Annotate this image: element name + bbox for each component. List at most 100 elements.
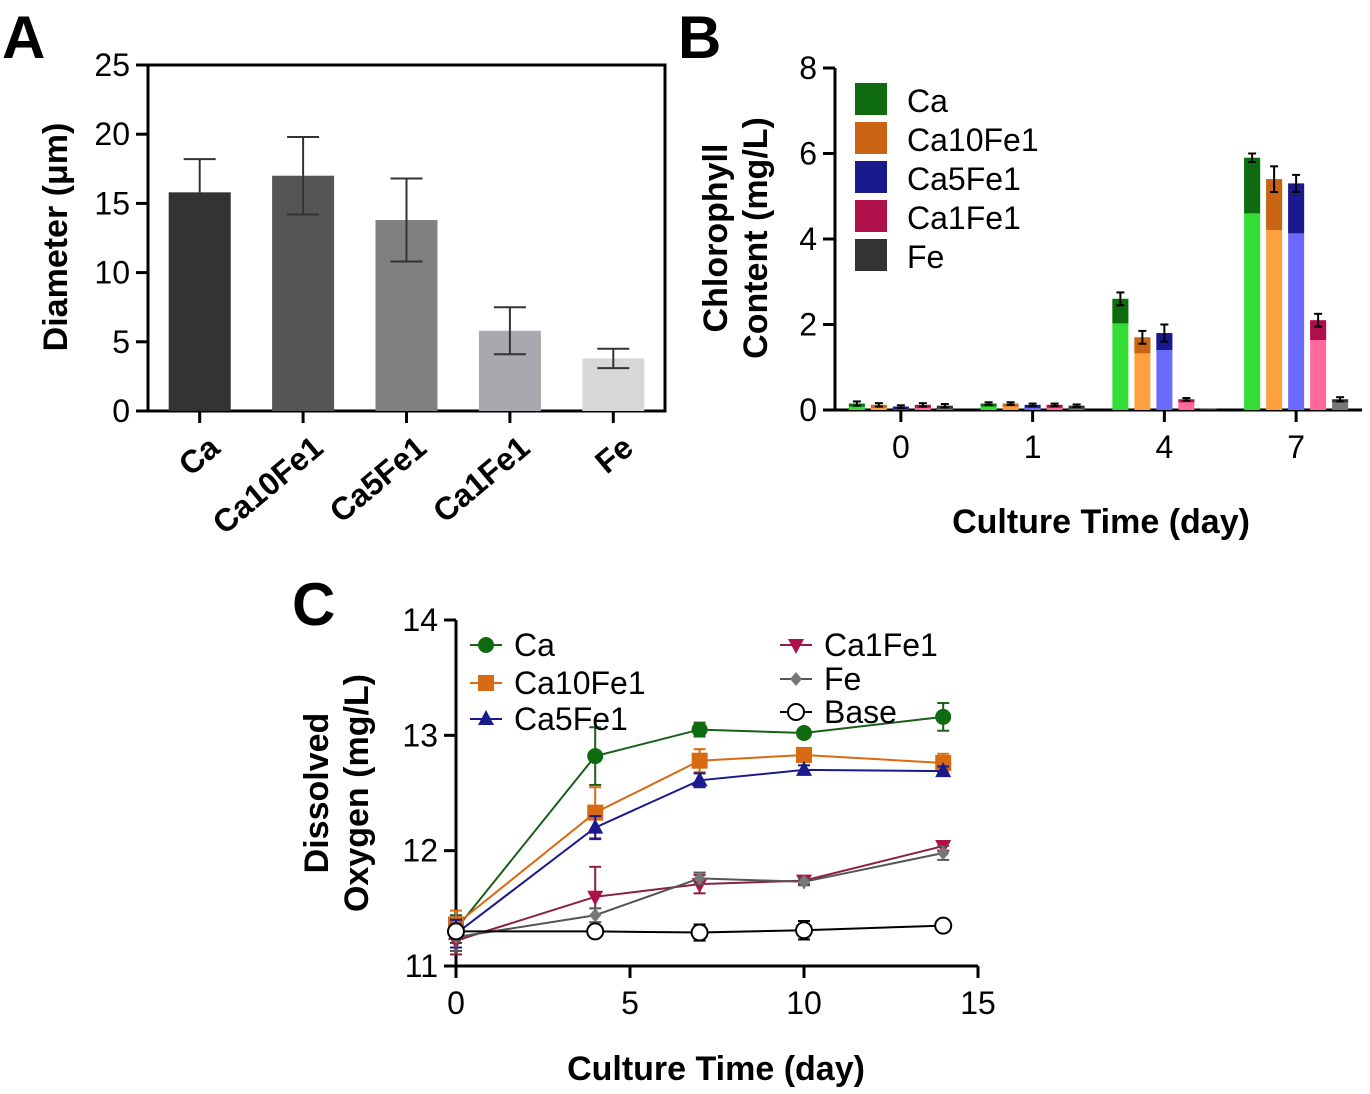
panel-b-y-tick-label: 8: [799, 50, 817, 86]
panel-b-y-axis-label-line1: Chlorophyll: [697, 144, 735, 333]
panel-b-x-tick-label: 0: [892, 429, 910, 465]
panel-b-bar: [1112, 298, 1129, 410]
panel-b-x-tick-label: 4: [1155, 429, 1173, 465]
panel-c-y-axis-label-line2: Oxygen (mg/L): [338, 674, 376, 912]
panel-b-bar: [1244, 157, 1261, 410]
panel-b-y-tick-label: 0: [799, 392, 817, 428]
panel-c-data-point: [798, 874, 810, 889]
panel-b-x-axis-label: Culture Time (day): [952, 503, 1250, 541]
panel-c-data-point: [796, 760, 812, 776]
panel-b-bar: [1288, 183, 1305, 410]
panel-b-bar: [1156, 333, 1173, 410]
panel-a-x-tick-label: Fe: [588, 429, 640, 481]
panel-c-x-tick-label: 0: [447, 985, 465, 1021]
panel-c-x-axis-label: Culture Time (day): [567, 1050, 865, 1088]
panel-c-data-point: [937, 845, 950, 860]
panel-b-y-tick-label: 2: [799, 307, 817, 343]
panel-c-data-point: [690, 923, 709, 942]
panel-b-y-tick-label: 6: [799, 136, 817, 172]
panel-c-legend-marker: [788, 639, 804, 654]
panel-a-x-tick-label: Ca1Fe1: [426, 429, 536, 530]
panel-b-bar-cap: [1134, 337, 1151, 354]
panel-b-bar-cap: [1288, 183, 1305, 234]
panel-c-legend-marker: [478, 675, 494, 691]
panel-b-bar-cap: [1244, 157, 1261, 214]
panel-b-bar: [1332, 399, 1349, 410]
panel-c-data-point: [935, 762, 952, 778]
panel-c-legend-label: Base: [824, 694, 897, 730]
panel-c-y-tick-label: 12: [402, 833, 438, 869]
panel-c-legend-marker: [478, 637, 494, 653]
panel-c-y-axis-label-line1: Dissolved: [298, 713, 336, 874]
panel-c-data-point: [796, 746, 812, 763]
panel-c-data-point: [691, 752, 708, 769]
panel-c-series-line: [455, 768, 944, 935]
panel-b-chart: B Chlorophyll Content (mg/L) Culture Tim…: [678, 4, 1362, 541]
panel-c-data-point: [691, 721, 708, 738]
panel-c-x-tick-label: 15: [960, 985, 996, 1021]
panel-c-x-tick-label: 10: [786, 985, 822, 1021]
panel-c-data-point: [796, 725, 812, 742]
panel-b-legend-swatch: [855, 122, 887, 154]
panel-b-bar-cap: [1310, 320, 1327, 340]
panel-c-data-point: [587, 890, 604, 906]
panel-c-y-tick-label: 13: [402, 717, 438, 753]
panel-b-bar: [1178, 399, 1195, 410]
panel-c-legend-label: Ca5Fe1: [514, 701, 628, 737]
panel-b-bar-cap: [1200, 408, 1217, 410]
panel-b-x-tick-label: 1: [1024, 429, 1042, 465]
panel-b-y-tick-label: 4: [799, 221, 817, 257]
panel-c-data-point: [934, 916, 953, 935]
panel-b-bar: [1134, 337, 1151, 410]
panel-b-bar: [848, 403, 865, 410]
panel-c-data-point: [691, 878, 708, 894]
panel-b-legend-swatch: [855, 83, 887, 115]
panel-a-y-tick-label: 20: [94, 116, 130, 152]
panel-a-y-tick-label: 10: [94, 255, 130, 291]
panel-c-legend-marker: [787, 703, 805, 721]
panel-b-bar: [1002, 403, 1019, 410]
panel-c-y-tick-label: 11: [405, 948, 438, 984]
panel-c-data-point: [587, 818, 604, 834]
panel-b-legend-swatch: [855, 161, 887, 193]
panel-a-y-tick-label: 25: [94, 47, 130, 83]
panel-a-x-tick-label: Ca: [172, 429, 227, 483]
panel-a-letter: A: [2, 4, 45, 71]
panel-a-y-axis-label: Diameter (μm): [37, 123, 75, 352]
panel-b-bar: [1266, 179, 1283, 410]
panel-a-x-tick-label: Ca10Fe1: [206, 429, 330, 541]
panel-b-legend-label: Fe: [907, 239, 944, 275]
panel-a-y-tick-label: 5: [112, 324, 130, 360]
panel-a-chart: A Diameter (μm) 0 5 10 15 20 25 CaCa10Fe1Ca5Fe…: [2, 4, 667, 541]
panel-c-x-tick-label: 5: [621, 985, 639, 1021]
panel-c-data-point: [589, 908, 602, 923]
panel-c-data-point: [587, 748, 604, 765]
panel-c-legend-marker: [790, 672, 802, 686]
panel-b-legend-label: Ca10Fe1: [907, 122, 1039, 158]
panel-b-letter: B: [678, 4, 721, 71]
panel-c-legend-label: Fe: [824, 661, 861, 697]
panel-a-bar: [168, 192, 231, 411]
panel-b-legend-label: Ca1Fe1: [907, 200, 1021, 236]
panel-b-legend-swatch: [855, 200, 887, 232]
panel-b-bar: [1310, 320, 1327, 410]
panel-b-legend-swatch: [855, 239, 887, 271]
panel-c-letter: C: [292, 571, 335, 638]
panel-c-data-point: [795, 921, 813, 940]
panel-c-legend-label: Ca10Fe1: [514, 665, 646, 701]
panel-b-x-tick-label: 7: [1287, 429, 1305, 465]
panel-c-y-tick-label: 14: [402, 602, 438, 638]
panel-c-legend-label: Ca: [514, 627, 555, 663]
panel-a-y-tick-label: 15: [94, 185, 130, 221]
panel-b-legend-label: Ca5Fe1: [907, 161, 1021, 197]
panel-c-data-point: [586, 922, 605, 941]
panel-c-data-point: [447, 922, 465, 941]
panel-c-data-point: [935, 708, 952, 725]
panel-a-y-tick-label: 0: [112, 393, 130, 429]
panel-b-bar: [980, 403, 997, 410]
panel-b-legend-label: Ca: [907, 83, 948, 119]
panel-c-legend-label: Ca1Fe1: [824, 627, 938, 663]
panel-c-legend-marker: [478, 710, 494, 725]
panel-c-data-point: [691, 771, 708, 787]
